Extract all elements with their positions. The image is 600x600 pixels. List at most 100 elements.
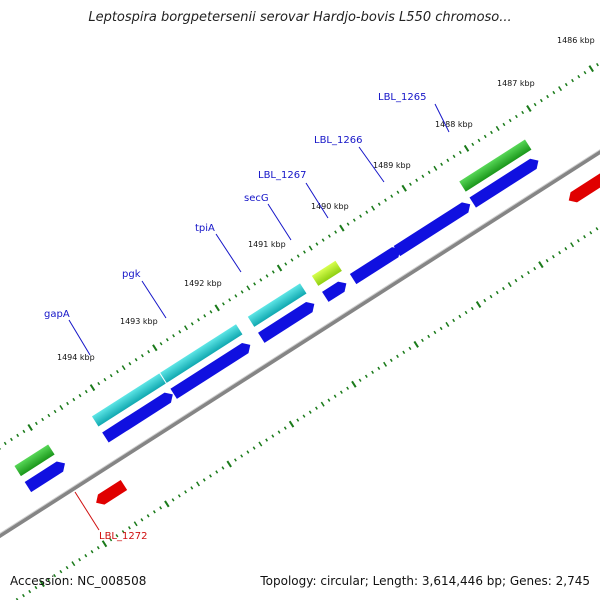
tick-labels: 1486 kbp 1487 kbp 1488 kbp 1489 kbp 1490… [57,36,595,362]
cds-arrow [322,281,347,302]
tick-mark [84,389,88,394]
tick-mark [415,178,419,182]
tick-mark [315,406,318,410]
tick-mark [271,434,275,438]
tick-mark [246,450,250,454]
tick-mark [320,401,325,407]
gene-label: LBL_1265 [378,92,426,103]
tick-mark [96,546,100,550]
tick-mark [502,122,506,127]
tick-mark [514,114,518,119]
tick-mark [539,98,543,103]
tick-label: 1487 kbp [497,79,535,88]
tick-mark [346,386,350,390]
tick-mark [16,433,20,438]
tick-mark [576,239,580,243]
tick-mark [308,245,313,251]
tick-mark [115,534,119,538]
tick-mark [533,266,537,271]
tick-mark [196,481,201,487]
tick-mark [271,270,275,274]
tick-mark [203,314,207,318]
tick-mark [109,538,113,542]
tick-mark [445,321,450,327]
tick-mark [514,278,518,283]
tick-mark [589,231,593,235]
cds-arrow [469,158,539,208]
minus-cds-arrow [96,479,128,505]
tick-mark [371,205,376,211]
tick-mark [34,585,38,590]
tick-mark [240,290,244,294]
tick-mark [327,398,331,402]
tick-mark [483,134,487,139]
tick-mark [164,500,170,508]
tick-mark [240,454,244,458]
minus-cds-arrow [568,149,600,203]
tick-mark [421,338,424,343]
tick-mark [351,380,357,388]
cds-arrow [349,247,401,285]
tick-mark [190,322,194,326]
gene-label: secG [244,193,269,204]
tick-mark [39,580,45,588]
tick-mark [483,298,487,303]
tick-mark [333,394,337,398]
tick-mark [202,478,206,482]
genome-backbone [0,103,600,560]
tick-mark [184,490,187,494]
feature-LBL_1265 [459,139,532,192]
tick-mark [171,498,175,502]
tick-mark [413,340,419,348]
tick-mark [128,526,131,530]
leader-line [434,103,450,133]
tick-mark [303,250,306,254]
tick-mark [177,494,181,498]
tick-mark [10,437,13,442]
tick-mark [384,198,387,202]
tick-mark [72,397,76,402]
tick-mark [359,214,363,218]
tick-mark [475,301,482,308]
tick-mark [34,421,38,426]
tick-mark [583,235,586,239]
topology-text: Topology: circular; Length: 3,614,446 bp… [260,574,590,588]
tick-mark [172,334,175,338]
tick-mark [564,247,568,251]
tick-mark [265,438,269,442]
plus-features [14,139,532,477]
tick-mark [134,358,138,362]
gene-label: pgk [122,269,141,280]
tick-mark [551,254,555,259]
tick-mark [364,374,368,378]
tick-mark [228,298,232,302]
tick-mark [352,218,356,222]
tick-mark [477,138,481,143]
tick-mark [89,384,96,392]
tick-mark [464,310,468,315]
tick-mark [502,286,505,291]
tick-mark [577,74,581,79]
tick-mark [159,342,163,346]
tick-mark [470,306,474,311]
tick-mark [433,330,437,335]
tick-mark [533,102,537,107]
tick-mark [508,118,512,123]
tick-mark [396,190,400,194]
tick-mark [296,418,300,422]
gene-label: tpiA [195,223,215,234]
tick-mark [583,70,587,75]
tick-mark [365,210,369,214]
accession-text: Accession: NC_008508 [10,574,147,588]
gene-labels: LBL_1265 LBL_1266 LBL_1267 secG tpiA pgk… [44,92,426,542]
tick-mark [53,409,57,414]
tick-mark [28,589,32,594]
tick-mark [121,530,125,534]
tick-label: 1493 kbp [120,317,158,326]
tick-mark [558,251,562,255]
tick-mark [59,405,64,411]
tick-mark [115,369,119,374]
tick-mark [570,242,575,248]
tick-mark [440,162,444,166]
leader-line [305,182,329,219]
